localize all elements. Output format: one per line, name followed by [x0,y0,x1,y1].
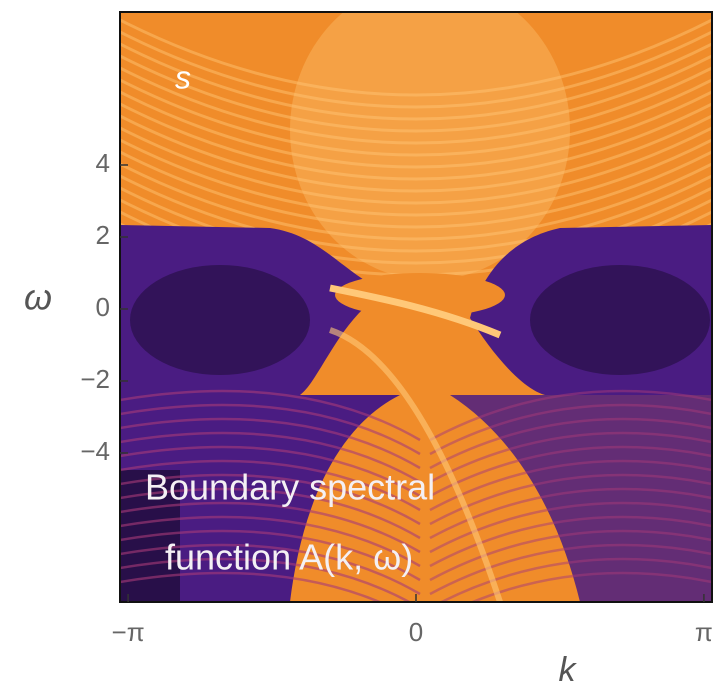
center-bump [335,273,505,317]
fringe [120,403,421,456]
fringe [429,529,712,582]
edge-streak [329,284,502,339]
fringe [429,515,712,568]
fringe [120,557,412,602]
fringe [429,543,712,596]
fringe [120,102,712,181]
fringe [120,18,712,97]
fringe [120,30,712,109]
lower-arc [329,327,503,602]
x-tick-label: π [695,617,713,647]
fringe [429,487,712,540]
fringe [120,174,712,253]
fringe [120,389,421,442]
fringe [120,431,421,484]
fringe [120,126,712,205]
gap-core [130,265,310,375]
fringe [120,445,421,498]
gap-core [530,265,710,375]
fringe [120,417,421,470]
y-tick-label: 2 [96,220,110,250]
fringe [120,138,712,217]
fringe [429,459,712,512]
fringe [438,557,712,602]
y-tick-label: 0 [96,292,110,322]
fringe [429,501,712,554]
annotation: Boundary spectral [145,467,435,508]
fringe [429,445,712,498]
fringe [120,54,712,133]
fringe [120,473,421,526]
x-axis-label: k [559,651,578,689]
fringe [120,78,712,157]
fringe [120,186,712,265]
y-tick-label: −4 [80,436,110,466]
bright-region [290,12,570,280]
fringe [429,389,712,442]
fringe [120,501,421,554]
fringe [120,543,421,596]
fringe [120,529,421,582]
y-axis-label: ω [24,277,52,318]
fringe [120,515,421,568]
annotation: function A(k, ω) [165,537,413,578]
fringe [429,417,712,470]
fringe [120,459,421,512]
fringe [120,150,712,229]
fringe [429,431,712,484]
fringe [120,66,712,145]
fringe [120,487,421,540]
fringe [469,571,712,602]
fringe [429,403,712,456]
fringe [120,42,712,121]
x-tick-label: −π [112,617,145,647]
fringe [120,162,712,241]
fringe [120,114,712,193]
fringe [120,571,383,602]
y-tick-label: −2 [80,364,110,394]
y-tick-label: 4 [96,148,110,178]
fringe [120,90,712,169]
panel-label: s [175,59,191,95]
x-tick-label: 0 [409,617,423,647]
spectral-field [120,12,712,602]
